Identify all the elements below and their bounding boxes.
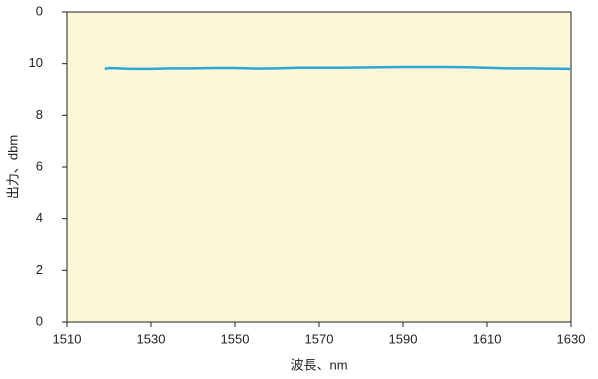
x-tick-label: 1630 <box>557 331 586 346</box>
x-tick-label: 1570 <box>305 331 334 346</box>
y-tick-label: 0 <box>36 3 43 18</box>
y-tick-label: 6 <box>36 158 43 173</box>
y-axis-label: 出力、dbm <box>5 135 20 199</box>
y-tick-label: 2 <box>36 262 43 277</box>
y-tick-label: 10 <box>29 55 43 70</box>
x-tick-label: 1510 <box>53 331 82 346</box>
x-tick-label: 1610 <box>473 331 502 346</box>
x-tick-label: 1550 <box>221 331 250 346</box>
x-axis-label: 波長、nm <box>290 357 347 372</box>
y-tick-label: 4 <box>36 210 43 225</box>
x-tick-label: 1530 <box>137 331 166 346</box>
x-tick-label: 1590 <box>389 331 418 346</box>
y-tick-label: 0 <box>36 313 43 328</box>
plot-area <box>66 11 572 323</box>
y-tick-label: 8 <box>36 107 43 122</box>
data-line <box>104 65 572 71</box>
